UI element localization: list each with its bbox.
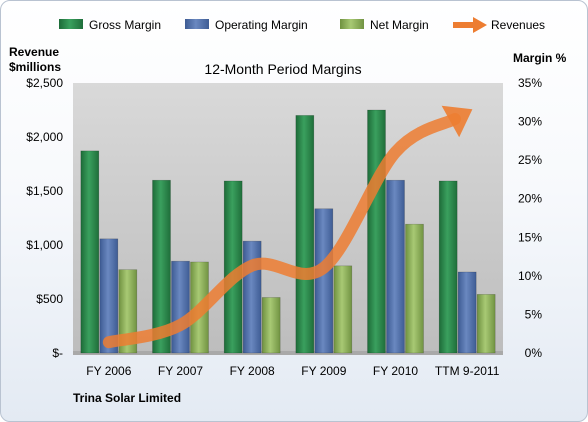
bar-gross-margin-fy-2010 bbox=[367, 109, 386, 354]
right-tick-label: 0% bbox=[525, 346, 543, 360]
right-axis-label: Margin % bbox=[513, 51, 567, 65]
chart-title: 12-Month Period Margins bbox=[204, 61, 361, 77]
bar-net-margin-fy-2009 bbox=[333, 265, 353, 354]
company-name: Trina Solar Limited bbox=[73, 391, 181, 405]
bar-net-margin-fy-2006 bbox=[118, 269, 138, 354]
right-tick-label: 5% bbox=[525, 307, 543, 321]
right-tick-label: 35% bbox=[518, 76, 542, 90]
right-tick-label: 30% bbox=[518, 115, 542, 129]
bar-operating-margin-fy-2006 bbox=[99, 238, 119, 354]
left-tick-label: $2,000 bbox=[26, 130, 63, 144]
plot-floor bbox=[73, 351, 503, 355]
left-axis-label-line1: Revenue bbox=[9, 45, 59, 59]
legend-swatch-revenues bbox=[453, 17, 487, 33]
bar-gross-margin-fy-2007 bbox=[152, 179, 171, 354]
bar-operating-margin-fy-2007 bbox=[171, 260, 190, 354]
x-category-label: FY 2008 bbox=[230, 364, 275, 378]
legend-label-operating-margin: Operating Margin bbox=[215, 18, 308, 32]
legend-label-revenues: Revenues bbox=[491, 18, 545, 32]
revenue-line-group bbox=[102, 105, 473, 349]
x-category-label: TTM 9-2011 bbox=[435, 364, 500, 378]
x-category-label: FY 2009 bbox=[301, 364, 346, 378]
legend-swatch-gross-margin bbox=[59, 19, 83, 29]
left-tick-label: $- bbox=[52, 346, 63, 360]
legend-label-net-margin: Net Margin bbox=[370, 18, 429, 32]
bar-net-margin-fy-2008 bbox=[261, 297, 281, 354]
legend-label-gross-margin: Gross Margin bbox=[89, 18, 161, 32]
bar-operating-margin-fy-2010 bbox=[386, 179, 405, 354]
left-tick-label: $1,500 bbox=[26, 184, 63, 198]
x-axis-categories: FY 2006 FY 2007 FY 2008 FY 2009 FY 2010 TTM 9… bbox=[86, 364, 499, 378]
legend-swatch-net-margin bbox=[340, 19, 364, 29]
left-axis-ticks: $- $500 $1,000 $1,500 $2,000 $2,500 bbox=[26, 76, 63, 360]
bar-gross-margin-fy-2009 bbox=[295, 115, 315, 354]
right-tick-label: 10% bbox=[518, 269, 542, 283]
revenue-line bbox=[102, 112, 461, 349]
x-category-label: FY 2006 bbox=[86, 364, 131, 378]
bar-net-margin-ttm-9-2011 bbox=[476, 294, 496, 354]
left-tick-label: $500 bbox=[36, 292, 63, 306]
bar-operating-margin-ttm-9-2011 bbox=[457, 271, 477, 354]
left-tick-label: $1,000 bbox=[26, 238, 63, 252]
bar-operating-margin-fy-2009 bbox=[314, 208, 334, 354]
left-tick-label: $2,500 bbox=[26, 76, 63, 90]
legend-swatch-operating-margin bbox=[185, 19, 209, 29]
bar-gross-margin-ttm-9-2011 bbox=[438, 180, 458, 354]
right-axis-ticks: 0% 5% 10% 15% 20% 25% 30% 35% bbox=[518, 76, 542, 360]
bar-net-margin-fy-2010 bbox=[405, 223, 424, 354]
right-tick-label: 25% bbox=[518, 153, 542, 167]
revenue-arrowhead bbox=[441, 105, 473, 138]
right-tick-label: 15% bbox=[518, 230, 542, 244]
x-category-label: FY 2010 bbox=[373, 364, 418, 378]
legend: Gross Margin Operating Margin Net Margin… bbox=[59, 17, 545, 33]
bar-gross-margin-fy-2006 bbox=[80, 150, 100, 354]
x-category-label: FY 2007 bbox=[158, 364, 203, 378]
right-tick-label: 20% bbox=[518, 192, 542, 206]
left-axis-label-line2: $millions bbox=[9, 60, 61, 74]
